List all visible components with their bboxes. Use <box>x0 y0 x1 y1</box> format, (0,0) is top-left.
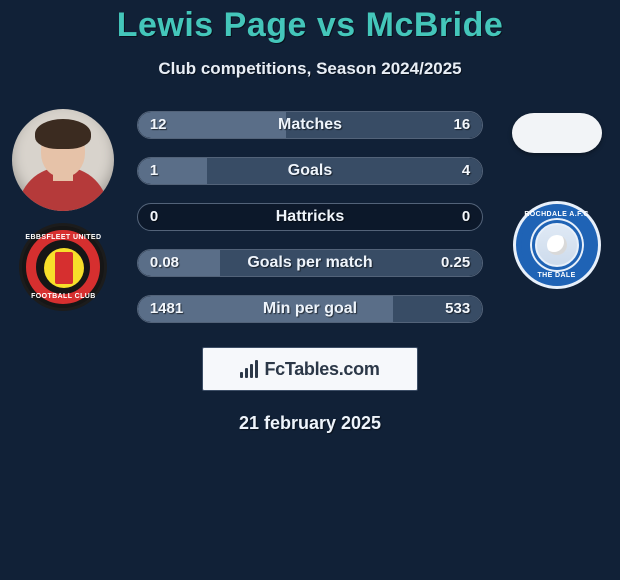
comparison-row: EBBSFLEET UNITED FOOTBALL CLUB Matches12… <box>0 109 620 323</box>
brand-attribution: FcTables.com <box>202 347 418 391</box>
left-badge-bottom-text: FOOTBALL CLUB <box>22 293 104 300</box>
page-subtitle: Club competitions, Season 2024/2025 <box>0 59 620 79</box>
brand-text: FcTables.com <box>264 359 379 380</box>
left-player-column: EBBSFLEET UNITED FOOTBALL CLUB <box>8 109 119 311</box>
stat-bar-row: Goals per match0.08 0.25 <box>137 249 483 277</box>
stat-bar-right-value: 533 <box>445 295 470 323</box>
stat-bar-right-value: 0 <box>462 203 470 231</box>
right-player-column: ROCHDALE A.F.C THE DALE <box>501 109 612 289</box>
stat-bar-label: Goals <box>138 157 482 185</box>
stat-bar-left-value: 0.08 <box>150 249 179 277</box>
page-title: Lewis Page vs McBride <box>0 6 620 45</box>
stat-bar-row: Goals1 4 <box>137 157 483 185</box>
left-player-avatar <box>12 109 114 211</box>
stat-bar-left-value: 1481 <box>150 295 183 323</box>
right-badge-top-text: ROCHDALE A.F.C <box>516 211 598 218</box>
footer-date: 21 february 2025 <box>0 413 620 434</box>
stat-bar-label: Matches <box>138 111 482 139</box>
stat-bar-left-value: 1 <box>150 157 158 185</box>
stat-bar-row: Hattricks0 0 <box>137 203 483 231</box>
stats-bars: Matches12 16 Goals1 4 Hattricks0 0 Goals per m… <box>137 109 483 323</box>
stat-bar-right-value: 0.25 <box>441 249 470 277</box>
left-club-badge: EBBSFLEET UNITED FOOTBALL CLUB <box>19 223 107 311</box>
stat-bar-label: Goals per match <box>138 249 482 277</box>
stat-bar-label: Hattricks <box>138 203 482 231</box>
right-player-avatar <box>512 113 602 153</box>
stat-bar-row: Min per goal1481 533 <box>137 295 483 323</box>
stat-bar-label: Min per goal <box>138 295 482 323</box>
stat-bar-left-value: 0 <box>150 203 158 231</box>
stat-bar-right-value: 4 <box>462 157 470 185</box>
right-badge-bottom-text: THE DALE <box>516 272 598 279</box>
stat-bar-right-value: 16 <box>453 111 470 139</box>
bars-icon <box>240 360 258 378</box>
left-badge-top-text: EBBSFLEET UNITED <box>22 234 104 241</box>
stat-bar-left-value: 12 <box>150 111 167 139</box>
stat-bar-row: Matches12 16 <box>137 111 483 139</box>
right-club-badge: ROCHDALE A.F.C THE DALE <box>513 201 601 289</box>
